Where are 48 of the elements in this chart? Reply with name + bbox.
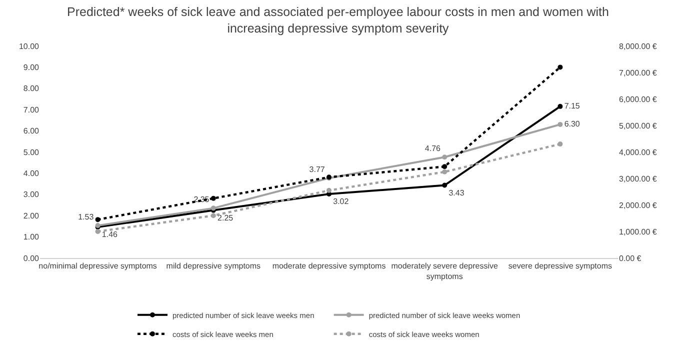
point: [326, 188, 332, 193]
point: [210, 196, 216, 201]
y-tick-label: 5.00: [23, 148, 40, 157]
y-tick-label: 4.00: [23, 169, 40, 178]
y2-tick-label: 3,000.00 €: [619, 174, 658, 184]
y-tick-label: 7.00: [23, 105, 40, 114]
y-tick-label: 2.00: [23, 211, 40, 220]
y-tick-label: 8.00: [23, 84, 40, 94]
data-label: 7.15: [564, 101, 580, 110]
y-tick-label: 6.00: [23, 126, 40, 136]
data-label: 3.43: [448, 188, 465, 198]
y-tick-label: 1.00: [23, 232, 40, 242]
point: [442, 182, 448, 188]
data-label: 3.02: [333, 197, 350, 206]
point: [95, 217, 100, 222]
data-label: 3.77: [309, 164, 326, 174]
y2-tick-label: 1,000.00 €: [619, 227, 658, 236]
y-tick-label: 0.00: [23, 254, 40, 263]
y-tick-label: 10.00: [18, 42, 40, 51]
y-tick-label: 3.00: [23, 190, 40, 200]
x-tick-label: moderately severe depressive symptoms: [391, 262, 499, 281]
x-tick-label: no/minimal depressive symptoms: [38, 262, 157, 271]
point: [558, 104, 563, 109]
data-label: 4.76: [424, 144, 442, 153]
y2-tick-label: 0.00 €: [619, 254, 642, 263]
point: [95, 229, 100, 234]
data-label: 1.46: [102, 230, 118, 240]
data-label: 6.30: [564, 119, 580, 128]
y2-tick-label: 8,000.00 €: [619, 42, 658, 51]
y2-tick-label: 6,000.00 €: [619, 94, 658, 104]
point: [210, 213, 216, 218]
y2-tick-label: 7,000.00 €: [619, 68, 658, 78]
point: [558, 122, 563, 127]
point: [442, 169, 448, 174]
x-tick-label: mild depressive symptoms: [166, 262, 261, 271]
point: [558, 64, 563, 70]
y2-tick-label: 5,000.00 €: [619, 121, 658, 130]
x-tick-label: moderate depressive symptoms: [272, 262, 386, 271]
point: [442, 154, 448, 160]
y2-tick-label: 2,000.00 €: [619, 200, 658, 210]
data-label: 1.53: [78, 212, 94, 222]
point: [442, 164, 448, 170]
data-label: 2.25: [218, 213, 234, 222]
point: [558, 142, 563, 147]
x-tick-label: severe depressive symptoms: [508, 262, 612, 271]
y2-tick-label: 4,000.00 €: [619, 148, 658, 157]
chart-title: Predicted* weeks of sick leave and associated per-employee labour costs in men and women with increasing depressive symptom severity: [67, 5, 610, 36]
y-tick-label: 9.00: [23, 63, 40, 72]
